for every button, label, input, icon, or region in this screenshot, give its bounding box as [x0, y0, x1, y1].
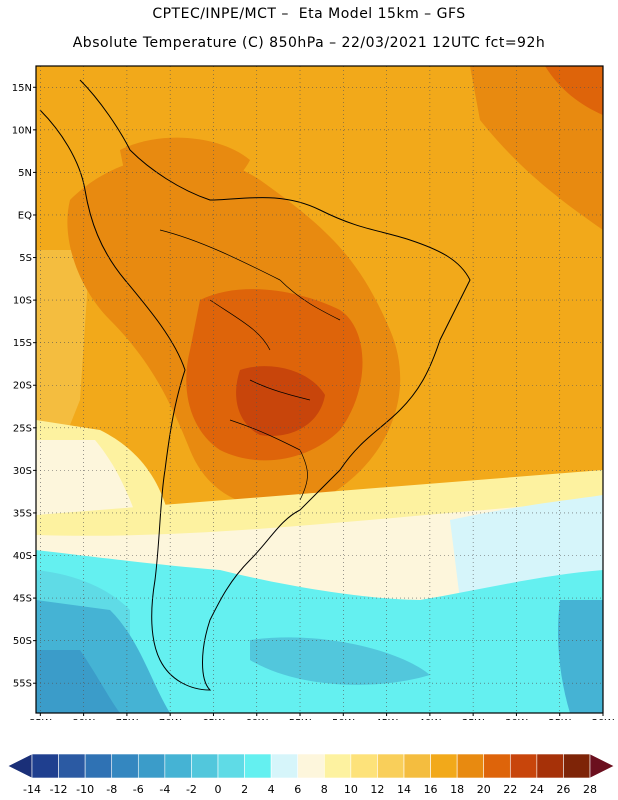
field-cream-west [36, 440, 140, 525]
temperature-map: 15N 10N 5N EQ 5S 10S 15S 20S 25S 30S 35S 40S 45S 50S 5… [12, 65, 615, 720]
colorbar-label: 18 [450, 783, 464, 796]
colorbar-swatch [350, 753, 378, 779]
colorbar-swatch [111, 753, 139, 779]
lat-label: 20S [13, 381, 32, 392]
colorbar-swatch [456, 753, 485, 779]
field-cyan-south [36, 550, 603, 713]
lon-label: 45W [375, 718, 398, 720]
colorbar-label: -8 [106, 783, 117, 796]
lon-label: 85W [29, 718, 52, 720]
colorbar-swatch [483, 753, 511, 779]
graticule [36, 66, 603, 713]
colorbar-swatch [164, 753, 192, 779]
colorbar-label: 14 [397, 783, 411, 796]
lon-label: 65W [202, 718, 225, 720]
lat-label: EQ [18, 210, 32, 221]
map-axes: 15N 10N 5N EQ 5S 10S 15S 20S 25S 30S 35S 40S 45S 50S 5… [12, 83, 615, 720]
country-borders [159, 229, 341, 501]
coastline [39, 79, 471, 691]
lon-label: 30W [505, 718, 528, 720]
colorbar-swatch [270, 753, 299, 779]
colorbar-label: 8 [321, 783, 328, 796]
colorbar-swatch [563, 753, 591, 779]
colorbar-label: 12 [370, 783, 384, 796]
colorbar-label: -2 [186, 783, 197, 796]
colorbar-label: 26 [556, 783, 570, 796]
title-line-2: Absolute Temperature (C) 850hPa – 22/03/… [72, 35, 546, 51]
lon-label: 20W [592, 718, 615, 720]
colorbar-swatch [430, 753, 458, 779]
colorbar-label: 28 [583, 783, 597, 796]
lat-label: 40S [13, 551, 32, 562]
field-blue-south-center [250, 637, 430, 685]
colorbar-swatch [536, 753, 564, 779]
lat-label: 5S [19, 253, 32, 264]
colorbar-label: 22 [503, 783, 517, 796]
colorbar-over-arrow [589, 753, 615, 779]
field-warm-ne [470, 66, 603, 230]
colorbar-label: -4 [159, 783, 170, 796]
colorbar-swatch [84, 753, 113, 779]
lat-label: 50S [13, 636, 32, 647]
lon-label: 55W [289, 718, 312, 720]
lon-label: 35W [462, 718, 485, 720]
colorbar-swatch [244, 753, 272, 779]
colorbar-swatch [297, 753, 325, 779]
field-blue-deeper-sw [36, 650, 120, 713]
colorbar-label: 24 [530, 783, 544, 796]
colorbar-swatch [191, 753, 219, 779]
colorbar-label: 10 [344, 783, 358, 796]
colorbar-label: 4 [268, 783, 275, 796]
lat-label: 30S [13, 466, 32, 477]
lat-label: 25S [13, 423, 32, 434]
colorbar-under-arrow [7, 753, 33, 779]
lat-label: 45S [13, 594, 32, 605]
colorbar-label: 16 [424, 783, 438, 796]
lat-label: 15N [12, 83, 32, 94]
colorbar-label: 20 [477, 783, 491, 796]
colorbar-swatch [58, 753, 86, 779]
field-blue-se [558, 600, 603, 713]
colorbar-swatch [509, 753, 538, 779]
colorbar-label: -14 [23, 783, 41, 796]
lat-label: 5N [18, 168, 32, 179]
field-colombia-warm [120, 137, 250, 204]
colorbar-swatch [31, 753, 59, 779]
lon-label: 40W [419, 718, 442, 720]
lat-label: 55S [13, 679, 32, 690]
colorbar-swatch [217, 753, 245, 779]
colorbar-label: 2 [241, 783, 248, 796]
colorbar-swatch [323, 753, 352, 779]
map-frame [35, 65, 604, 714]
lon-label: 25W [548, 718, 571, 720]
lat-label: 10N [12, 125, 32, 136]
colorbar-label: 0 [215, 783, 222, 796]
colorbar-swatch [137, 753, 166, 779]
lat-label: 15S [13, 338, 32, 349]
lat-label: 35S [13, 508, 32, 519]
colorbar-swatch [377, 753, 405, 779]
lon-label: 75W [116, 718, 139, 720]
colorbar-label: 6 [294, 783, 301, 796]
lon-label: 60W [245, 718, 268, 720]
lon-label: 80W [72, 718, 95, 720]
colorbar-swatch [403, 753, 431, 779]
colorbar-label: -10 [76, 783, 94, 796]
colorbar-label: -12 [50, 783, 68, 796]
lat-label: 10S [13, 296, 32, 307]
lon-label: 50W [332, 718, 355, 720]
field-lightblue-east [450, 495, 603, 600]
colorbar-label: -6 [133, 783, 144, 796]
title-line-1: CPTEC/INPE/MCT – Eta Model 15km – GFS [152, 6, 466, 22]
lon-label: 70W [159, 718, 182, 720]
